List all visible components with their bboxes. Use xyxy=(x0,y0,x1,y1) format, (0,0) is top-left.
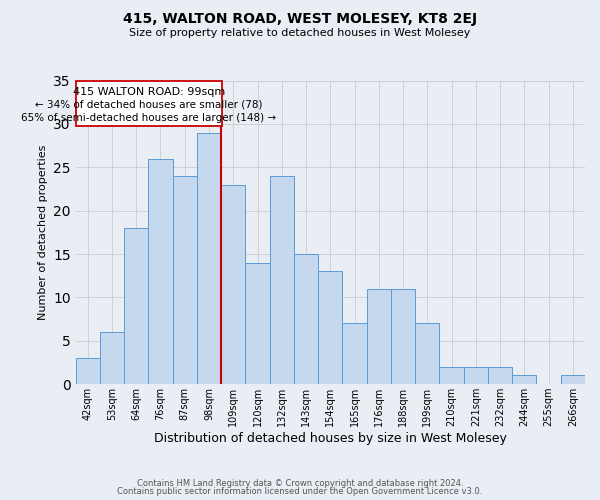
Bar xyxy=(367,288,391,384)
Text: Size of property relative to detached houses in West Molesey: Size of property relative to detached ho… xyxy=(130,28,470,38)
Bar xyxy=(415,324,439,384)
Bar xyxy=(488,367,512,384)
Text: Contains public sector information licensed under the Open Government Licence v3: Contains public sector information licen… xyxy=(118,487,482,496)
Bar xyxy=(561,376,585,384)
Bar xyxy=(512,376,536,384)
Text: 415, WALTON ROAD, WEST MOLESEY, KT8 2EJ: 415, WALTON ROAD, WEST MOLESEY, KT8 2EJ xyxy=(123,12,477,26)
Bar xyxy=(76,358,100,384)
Bar xyxy=(245,262,269,384)
Bar xyxy=(173,176,197,384)
X-axis label: Distribution of detached houses by size in West Molesey: Distribution of detached houses by size … xyxy=(154,432,507,445)
Bar xyxy=(343,324,367,384)
FancyBboxPatch shape xyxy=(76,80,223,126)
Bar xyxy=(318,272,343,384)
Text: Contains HM Land Registry data © Crown copyright and database right 2024.: Contains HM Land Registry data © Crown c… xyxy=(137,478,463,488)
Bar xyxy=(391,288,415,384)
Text: 415 WALTON ROAD: 99sqm: 415 WALTON ROAD: 99sqm xyxy=(73,86,225,97)
Bar xyxy=(221,184,245,384)
Bar xyxy=(294,254,318,384)
Bar xyxy=(439,367,464,384)
Bar xyxy=(148,158,173,384)
Bar xyxy=(269,176,294,384)
Text: 65% of semi-detached houses are larger (148) →: 65% of semi-detached houses are larger (… xyxy=(22,112,277,122)
Bar xyxy=(197,132,221,384)
Bar xyxy=(124,228,148,384)
Bar xyxy=(100,332,124,384)
Bar xyxy=(464,367,488,384)
Y-axis label: Number of detached properties: Number of detached properties xyxy=(38,144,47,320)
Text: ← 34% of detached houses are smaller (78): ← 34% of detached houses are smaller (78… xyxy=(35,100,263,110)
